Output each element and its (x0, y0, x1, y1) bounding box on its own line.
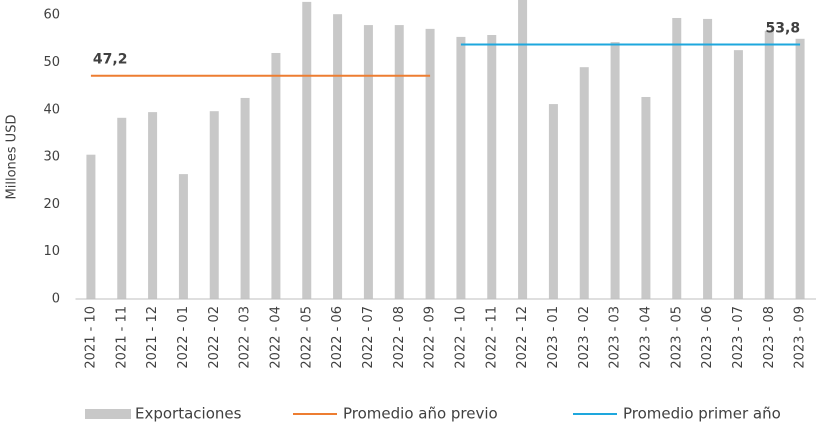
x-tick-label: 2022 - 06 (330, 306, 345, 369)
x-tick-label: 2022 - 08 (392, 306, 407, 369)
x-tick-label: 2023 - 07 (731, 306, 746, 369)
bar (548, 104, 558, 299)
bar (456, 36, 466, 300)
x-tick-label: 2023 - 08 (762, 306, 777, 369)
average-label: 47,2 (93, 52, 128, 68)
legend-label: Promedio primer año (623, 405, 781, 423)
y-tick-label: 60 (43, 8, 60, 23)
bar (86, 154, 96, 299)
y-tick-label: 10 (43, 244, 60, 259)
x-tick-label: 2022 - 04 (268, 306, 283, 369)
x-tick-label: 2023 - 09 (793, 306, 808, 369)
x-tick-label: 2022 - 01 (176, 306, 191, 369)
bar (703, 18, 713, 300)
bar (764, 30, 774, 299)
x-tick-label: 2023 - 01 (546, 306, 561, 369)
bar (302, 1, 312, 300)
bar (363, 25, 373, 299)
bar (487, 35, 497, 300)
y-tick-label: 50 (43, 55, 60, 70)
bar (733, 50, 743, 299)
bar (518, 0, 528, 300)
legend-label: Exportaciones (135, 405, 242, 423)
y-tick-label: 30 (43, 150, 60, 165)
x-tick-label: 2022 - 12 (515, 306, 530, 369)
x-tick-label: 2022 - 02 (207, 306, 222, 369)
y-tick-label: 20 (43, 197, 60, 212)
x-tick-label: 2022 - 05 (299, 306, 314, 369)
bar (148, 112, 158, 299)
x-tick-label: 2022 - 10 (453, 306, 468, 369)
x-tick-label: 2023 - 02 (577, 306, 592, 369)
x-tick-label: 2022 - 03 (238, 306, 253, 369)
x-tick-label: 2021 - 12 (145, 306, 160, 369)
bar (610, 42, 620, 299)
x-tick-label: 2023 - 04 (638, 306, 653, 369)
bar (209, 111, 219, 299)
bar (394, 25, 404, 299)
bar (641, 96, 651, 300)
bar (425, 28, 435, 299)
legend-swatch (85, 409, 131, 419)
x-tick-label: 2023 - 03 (608, 306, 623, 369)
average-label: 53,8 (766, 20, 801, 36)
y-tick-label: 0 (52, 292, 60, 307)
x-tick-label: 2022 - 07 (361, 306, 376, 369)
x-tick-label: 2023 - 05 (669, 306, 684, 369)
bar (579, 67, 589, 299)
x-tick-label: 2022 - 11 (484, 306, 499, 369)
bar (178, 174, 188, 299)
y-tick-label: 40 (43, 102, 60, 117)
x-tick-label: 2021 - 11 (114, 306, 129, 369)
x-tick-label: 2021 - 10 (83, 306, 98, 369)
bar (117, 117, 127, 299)
x-tick-label: 2023 - 06 (700, 306, 715, 369)
bar (795, 38, 805, 299)
bar (240, 97, 250, 299)
bar (672, 17, 682, 300)
bar (333, 14, 343, 300)
y-axis-title: Millones USD (5, 115, 20, 200)
bar (271, 52, 281, 300)
plot-area (86, 0, 805, 300)
x-tick-label: 2022 - 09 (423, 306, 438, 369)
legend-label: Promedio año previo (343, 405, 498, 423)
